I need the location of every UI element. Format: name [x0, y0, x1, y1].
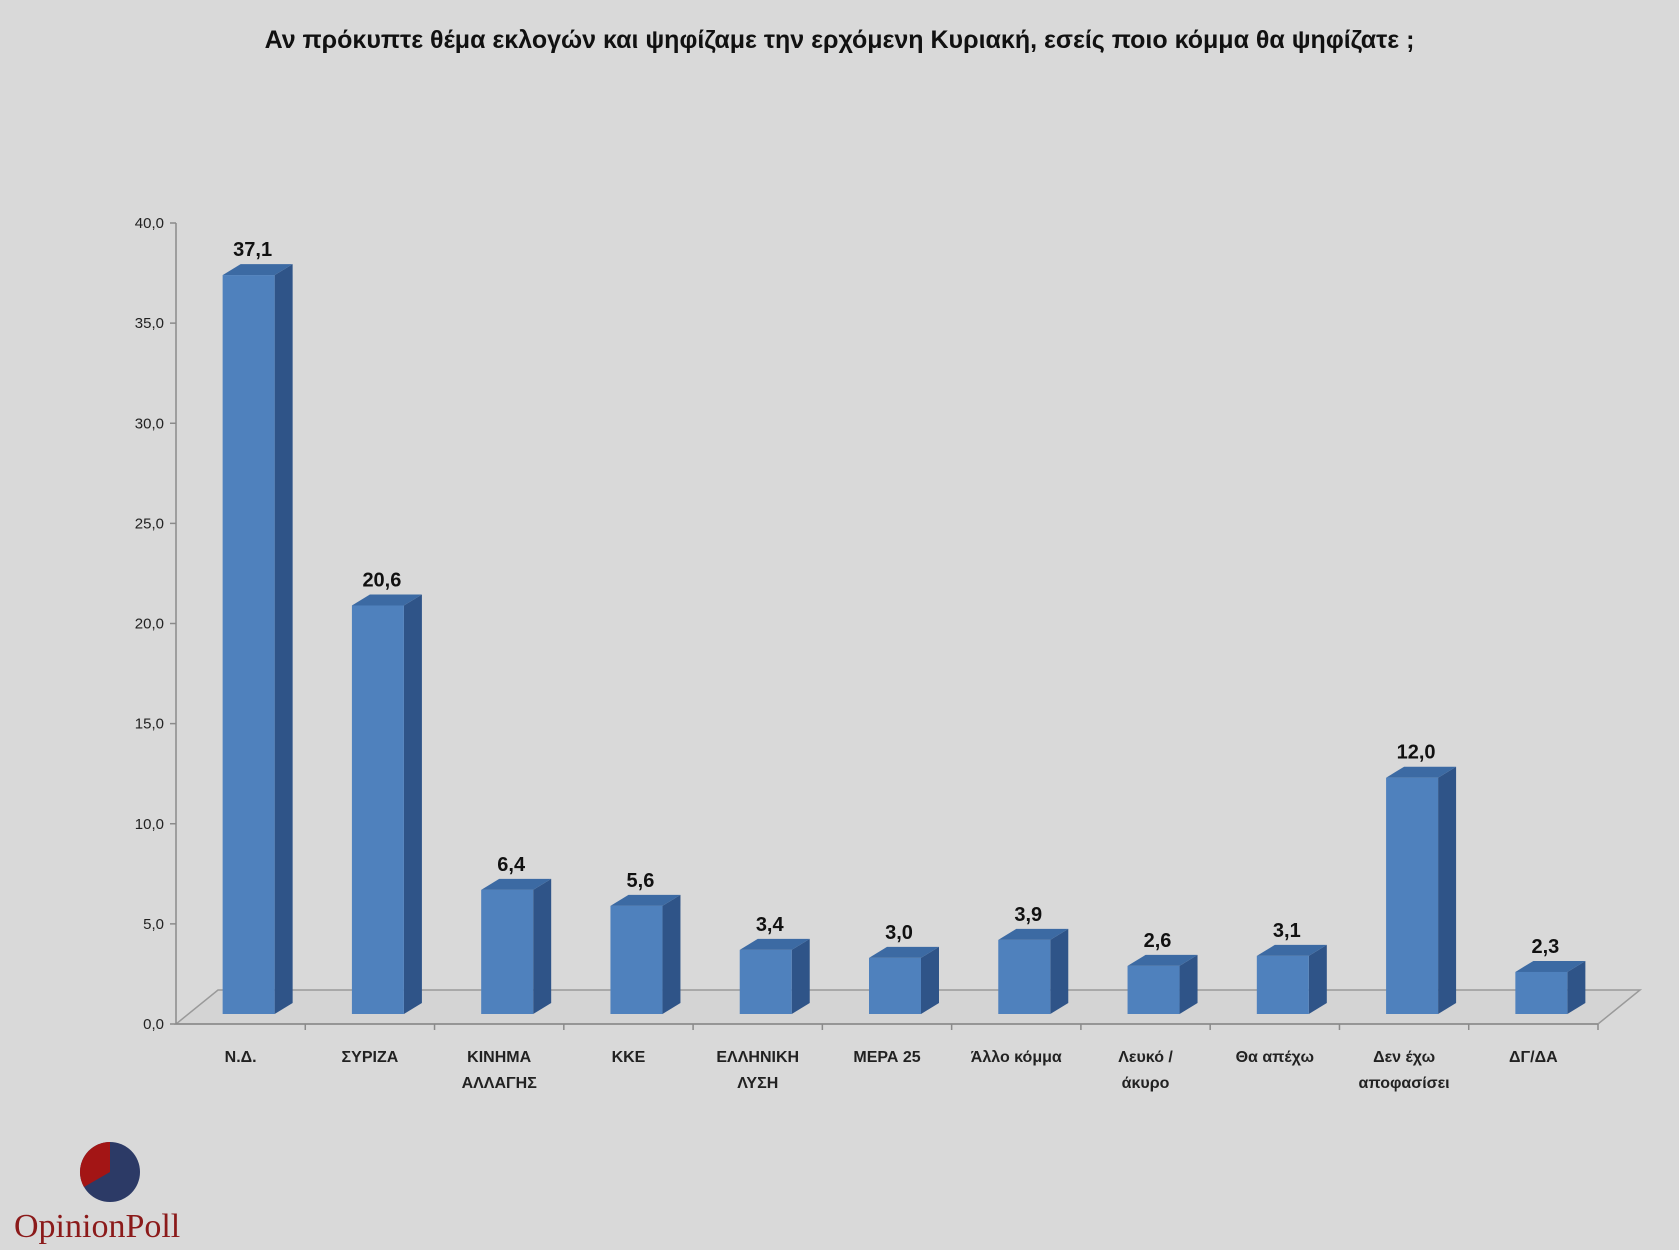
category-label: ΛΥΣΗ: [737, 1075, 778, 1092]
category-label: ΚΚΕ: [612, 1049, 646, 1066]
bar-side: [921, 946, 939, 1014]
y-tick-label: 15,0: [135, 716, 164, 733]
bar-top: [1127, 954, 1198, 966]
bar-top: [351, 594, 422, 606]
category-label: Θα απέχω: [1236, 1049, 1314, 1066]
data-label: 5,6: [627, 870, 655, 892]
data-label: 6,4: [497, 854, 526, 876]
bar-side: [403, 594, 422, 1014]
category-label: ΚΙΝΗΜΑ: [467, 1049, 531, 1066]
bar-front: [1127, 965, 1180, 1014]
bar: 37,1: [222, 239, 293, 1014]
bar: 3,4: [739, 914, 810, 1014]
data-label: 2,3: [1531, 936, 1559, 958]
bar-top: [998, 928, 1069, 940]
data-label: 12,0: [1397, 742, 1436, 764]
data-label: 3,4: [756, 914, 785, 936]
bar-side: [274, 264, 293, 1014]
bar-front: [222, 275, 275, 1014]
logo-circle-red: [79, 1142, 110, 1187]
bar: 2,6: [1127, 930, 1198, 1014]
bar-front: [998, 939, 1051, 1014]
bar-top: [481, 878, 552, 890]
y-tick-label: 0,0: [143, 1016, 164, 1033]
data-label: 3,1: [1273, 920, 1301, 942]
logo-text: OpinionPoll: [14, 1208, 181, 1245]
bar-side: [1438, 766, 1457, 1014]
bar: 5,6: [610, 870, 681, 1014]
y-tick-label: 30,0: [135, 415, 164, 432]
category-label: Άλλο κόμμα: [971, 1049, 1062, 1066]
category-label: ΑΛΛΑΓΗΣ: [462, 1075, 538, 1092]
bar-top: [1256, 944, 1327, 956]
bar-side: [1567, 960, 1586, 1014]
category-label: Δεν έχω: [1373, 1049, 1435, 1066]
opinionpoll-logo: [79, 1142, 140, 1202]
bar: 20,6: [351, 569, 422, 1014]
bar-front: [739, 949, 792, 1014]
bar-front: [1256, 955, 1309, 1014]
bar-front: [481, 889, 534, 1014]
bar-front: [1515, 971, 1568, 1014]
bar: 6,4: [481, 854, 552, 1014]
bar-top: [610, 894, 681, 906]
bar-front: [351, 605, 404, 1014]
bar-top: [739, 938, 810, 950]
bar-top: [1515, 960, 1586, 972]
bar-side: [662, 894, 681, 1014]
bar-side: [533, 878, 552, 1014]
bar-side: [1050, 928, 1069, 1014]
bar-side: [791, 938, 810, 1014]
category-label: ΜΕΡΑ 25: [853, 1049, 920, 1066]
data-label: 3,0: [885, 922, 913, 944]
bar: 3,1: [1256, 920, 1327, 1014]
data-label: 3,9: [1014, 904, 1042, 926]
bar-top: [1386, 766, 1457, 778]
y-tick-label: 40,0: [135, 215, 164, 232]
bar-front: [610, 905, 663, 1014]
bar-side: [1179, 954, 1198, 1014]
category-label: Ν.Δ.: [225, 1049, 257, 1066]
bar: 12,0: [1386, 742, 1457, 1014]
category-label: ΔΓ/ΔΑ: [1509, 1049, 1558, 1066]
bar: 3,0: [869, 922, 939, 1014]
bars: 37,1 20,6 6,4 5,6 3,4 3,0 3,9 2,6 3,1 12,0 2,3: [222, 239, 1586, 1014]
bar-top: [869, 946, 939, 958]
category-label: αποφασίσει: [1359, 1075, 1450, 1092]
bar-front: [1386, 777, 1439, 1014]
category-label: ΣΥΡΙΖΑ: [342, 1049, 399, 1066]
y-axis: 0,0 5,0 10,0 15,0 20,0 25,0 30,0 35,0 40,0: [135, 215, 1599, 1033]
bar: 2,3: [1515, 936, 1586, 1014]
data-label: 20,6: [362, 569, 401, 591]
category-label: άκυρο: [1122, 1075, 1170, 1092]
y-tick-label: 25,0: [135, 515, 164, 532]
bar-side: [1308, 944, 1327, 1014]
bar: 3,9: [998, 904, 1069, 1014]
y-tick-label: 10,0: [135, 816, 164, 833]
bar-top: [222, 264, 293, 276]
category-labels: Ν.Δ. ΣΥΡΙΖΑ ΚΙΝΗΜΑ ΑΛΛΑΓΗΣ ΚΚΕ ΕΛΛΗΝΙΚΗ ΛΥΣΗ ΜΕ…: [225, 1049, 1558, 1092]
y-tick-label: 35,0: [135, 315, 164, 332]
y-tick-label: 20,0: [135, 616, 164, 633]
category-label: Λευκό /: [1118, 1049, 1173, 1066]
data-label: 37,1: [233, 239, 272, 261]
chart-title: Αν πρόκυπτε θέμα εκλογών και ψηφίζαμε τη…: [264, 26, 1415, 54]
category-label: ΕΛΛΗΝΙΚΗ: [716, 1049, 799, 1066]
bar-front: [869, 957, 921, 1014]
y-tick-label: 5,0: [143, 916, 164, 933]
data-label: 2,6: [1144, 930, 1172, 952]
